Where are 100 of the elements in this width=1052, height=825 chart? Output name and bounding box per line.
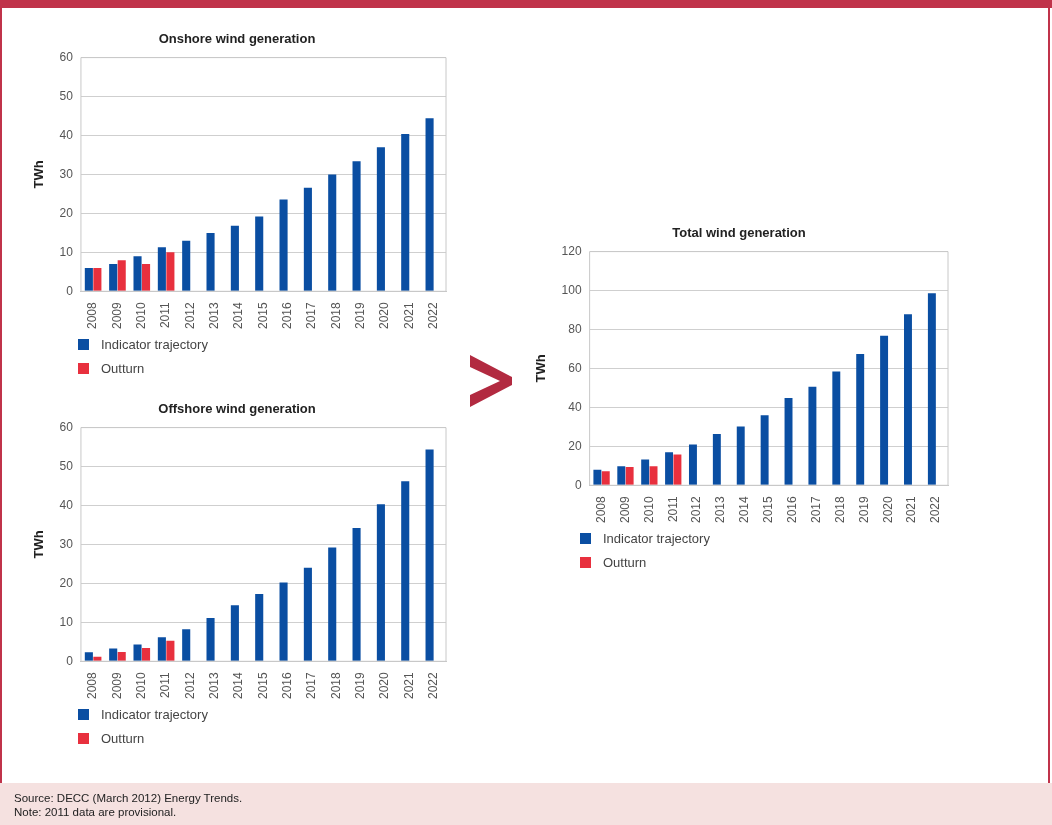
x-tick-label: 2019	[856, 495, 871, 524]
x-tick-label: 2016	[785, 495, 800, 524]
x-tick-label: 2013	[207, 671, 222, 700]
y-tick-label: 80	[568, 321, 582, 336]
y-tick-label: 0	[574, 477, 582, 492]
bar	[279, 199, 288, 291]
y-tick-label: 120	[561, 243, 582, 258]
y-tick-label: 30	[59, 166, 74, 181]
x-tick-label: 2020	[377, 671, 392, 700]
y-axis-title: TWh	[31, 160, 47, 189]
bar	[133, 644, 142, 661]
bar	[84, 267, 93, 291]
y-tick-label: 60	[59, 419, 74, 434]
legend-label: Indicator trajectory	[101, 336, 208, 352]
bar	[84, 652, 93, 661]
bar	[117, 260, 126, 291]
x-tick-label: 2008	[85, 301, 100, 330]
x-tick-label: 2011	[158, 671, 173, 699]
x-tick-label: 2016	[280, 301, 295, 330]
bar	[425, 118, 434, 291]
bar	[230, 225, 239, 291]
bar	[688, 444, 697, 485]
x-tick-label: 2009	[109, 671, 124, 700]
y-tick-label: 50	[59, 88, 74, 103]
x-tick-label: 2020	[880, 495, 895, 524]
legend-label: Outturn	[101, 360, 145, 376]
x-tick-label: 2013	[713, 495, 728, 524]
bar	[133, 256, 142, 291]
bar	[328, 174, 337, 291]
bar	[665, 452, 674, 485]
bar	[856, 354, 865, 485]
x-tick-label: 2015	[761, 495, 776, 524]
x-tick-label: 2010	[641, 495, 656, 524]
x-tick-label: 2008	[85, 671, 100, 700]
y-tick-label: 10	[59, 614, 74, 629]
bar	[328, 547, 337, 661]
bar	[303, 187, 312, 291]
y-tick-label: 20	[59, 205, 74, 220]
x-tick-label: 2018	[328, 301, 343, 330]
x-tick-label: 2009	[109, 301, 124, 330]
bar	[352, 161, 361, 291]
y-tick-label: 0	[66, 653, 74, 668]
bar	[401, 133, 410, 291]
bar	[673, 454, 682, 485]
x-tick-label: 2014	[231, 671, 246, 700]
x-tick-label: 2009	[617, 495, 632, 524]
bar	[617, 466, 626, 485]
bar	[206, 232, 215, 291]
bar	[279, 582, 288, 661]
x-tick-label: 2017	[304, 671, 319, 700]
x-tick-label: 2012	[182, 301, 197, 330]
x-tick-label: 2010	[134, 301, 149, 330]
y-tick-label: 10	[59, 244, 74, 259]
bar	[142, 648, 151, 661]
bar	[832, 371, 841, 485]
x-tick-label: 2014	[231, 301, 246, 330]
bar	[157, 637, 166, 661]
x-tick-label: 2022	[426, 301, 441, 330]
x-tick-label: 2016	[280, 671, 295, 700]
x-tick-label: 2010	[134, 671, 149, 700]
y-tick-label: 40	[568, 399, 582, 414]
bar	[352, 528, 361, 661]
bar	[109, 264, 118, 291]
bar	[93, 267, 102, 291]
x-tick-label: 2011	[665, 495, 680, 523]
bar	[255, 593, 264, 661]
x-tick-label: 2021	[401, 301, 416, 330]
x-tick-label: 2017	[808, 495, 823, 524]
bar	[625, 467, 634, 485]
bar	[303, 567, 312, 661]
legend-label: Outturn	[603, 554, 647, 570]
x-tick-label: 2015	[255, 671, 270, 700]
x-tick-label: 2022	[426, 671, 441, 700]
y-tick-label: 20	[59, 575, 74, 590]
bar	[904, 314, 912, 485]
x-tick-label: 2012	[689, 495, 704, 524]
x-tick-label: 2018	[832, 495, 847, 524]
bar	[93, 656, 102, 661]
bar	[109, 648, 118, 661]
y-tick-label: 50	[59, 458, 74, 473]
bar	[880, 335, 889, 485]
bar	[182, 629, 191, 661]
bar	[255, 216, 264, 291]
y-tick-label: 0	[66, 283, 74, 298]
bar	[142, 264, 151, 291]
x-tick-label: 2021	[904, 495, 919, 524]
bar	[712, 433, 721, 485]
y-tick-label: 40	[59, 497, 74, 512]
x-tick-label: 2012	[182, 671, 197, 700]
source-note: Source: DECC (March 2012) Energy Trends.	[14, 791, 244, 805]
y-tick-label: 60	[568, 360, 582, 375]
bar	[401, 481, 410, 661]
bar	[376, 147, 385, 291]
bar	[760, 415, 769, 485]
x-tick-label: 2013	[207, 301, 222, 330]
bar	[425, 449, 434, 661]
chart-title: Total wind generation	[672, 225, 806, 241]
bar	[230, 605, 239, 661]
bar	[182, 240, 191, 291]
x-tick-label: 2014	[737, 495, 752, 524]
